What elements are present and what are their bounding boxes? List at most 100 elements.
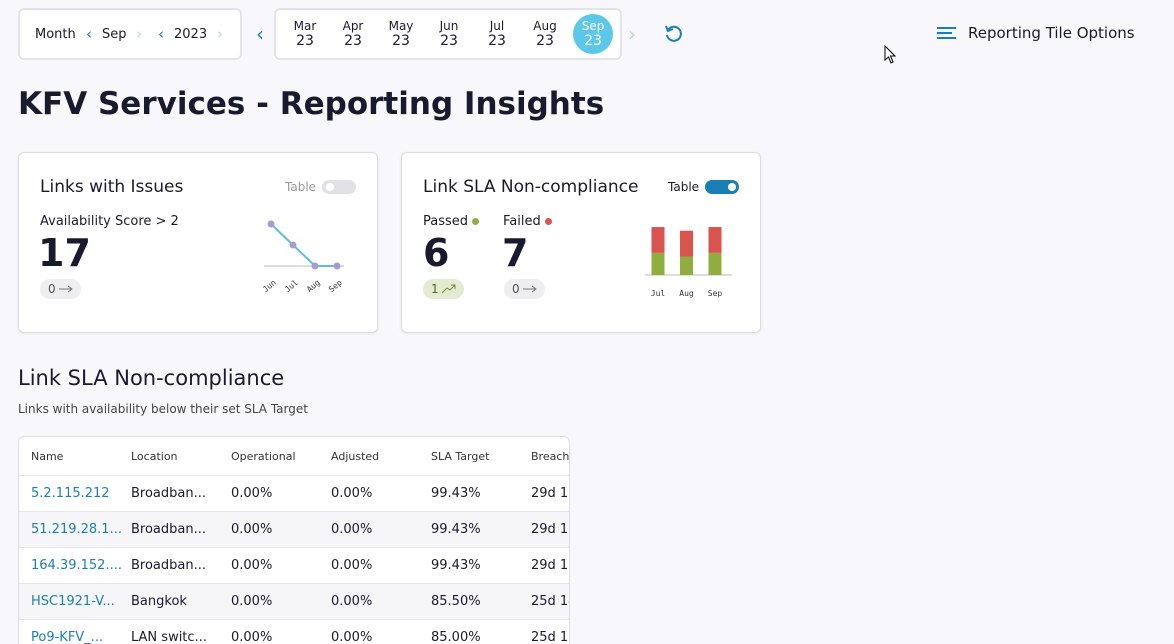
section-title: Link SLA Non-compliance bbox=[18, 366, 285, 390]
prev-month[interactable]: ‹ bbox=[86, 25, 92, 43]
change-pill: 0 bbox=[504, 279, 545, 299]
passed-label: Passed bbox=[423, 214, 480, 229]
point bbox=[333, 262, 341, 270]
toggle-label: Table bbox=[285, 180, 317, 194]
month-option[interactable]: Sep 23 bbox=[573, 14, 613, 54]
change-pill: 1 bbox=[423, 279, 464, 299]
table-cell: 85.50% bbox=[419, 583, 519, 620]
table-cell: 0.00% bbox=[319, 619, 419, 644]
month-option[interactable]: May 23 bbox=[381, 14, 421, 54]
point bbox=[289, 241, 297, 249]
table-row: 51.219.28.1... Broadban... 0.00% 0.00% 99.43… bbox=[19, 511, 569, 548]
strip-next[interactable]: › bbox=[628, 22, 636, 46]
table-row: Po9-KFV_... LAN switc... 0.00% 0.00% 85.00% 2… bbox=[19, 619, 569, 644]
month-name: May bbox=[388, 19, 414, 33]
month-name: Aug bbox=[533, 19, 557, 33]
table-cell: 29d 18 bbox=[519, 547, 569, 584]
reset-arrow bbox=[665, 25, 674, 33]
x-tick-label: Jul bbox=[651, 289, 666, 298]
tile-title: Links with Issues bbox=[40, 177, 184, 197]
tile-sla: Link SLA Non-compliance Table Passed Fai… bbox=[401, 152, 761, 333]
reset-button[interactable] bbox=[664, 24, 684, 44]
stacked-bar-chart: Jul Aug Sep bbox=[645, 227, 732, 298]
link-cell[interactable]: 5.2.115.212 bbox=[19, 475, 119, 512]
line bbox=[270, 223, 337, 267]
metric-label: Availability Score > 2 bbox=[40, 214, 179, 229]
month-option[interactable]: Jun 23 bbox=[429, 14, 469, 54]
passed-text: Passed bbox=[423, 214, 469, 229]
month-year: 23 bbox=[296, 33, 314, 49]
link-cell[interactable]: HSC1921-V... bbox=[19, 583, 119, 620]
table-toggle[interactable] bbox=[322, 180, 356, 194]
table-cell: 99.43% bbox=[419, 475, 519, 512]
table-toggle[interactable] bbox=[705, 180, 739, 194]
table-cell: 25d 11 bbox=[519, 619, 569, 644]
tile-options[interactable]: Reporting Tile Options bbox=[937, 24, 1135, 42]
month-name: Mar bbox=[293, 19, 317, 33]
column-header: Breach bbox=[519, 437, 569, 476]
up-arrow bbox=[441, 284, 456, 294]
mouse-cursor bbox=[884, 45, 897, 64]
month-year: 23 bbox=[536, 33, 554, 49]
next-month[interactable]: › bbox=[136, 25, 142, 43]
column-header: Location bbox=[119, 437, 219, 476]
column-header: Adjusted bbox=[319, 437, 419, 476]
month-year: 23 bbox=[584, 33, 602, 49]
year-value: 2023 bbox=[174, 27, 208, 42]
tile-title: Link SLA Non-compliance bbox=[423, 177, 639, 197]
bar-segment bbox=[708, 227, 722, 253]
table-cell: Broadban... bbox=[119, 547, 219, 584]
month-strip: Mar 23 Apr 23 May 23 Jun 23 Jul 23 Aug 23 Sep 23 bbox=[274, 8, 622, 60]
toggle-label: Table bbox=[668, 180, 700, 194]
point bbox=[311, 262, 319, 270]
table-cell: Broadban... bbox=[119, 475, 219, 512]
link-cell[interactable]: Po9-KFV_... bbox=[19, 619, 119, 644]
table-cell: 0.00% bbox=[219, 547, 319, 584]
failed-label: Failed bbox=[503, 214, 552, 229]
point bbox=[267, 220, 275, 228]
section-subtitle: Links with availability below their set … bbox=[18, 402, 308, 416]
column-header: Name bbox=[19, 437, 119, 476]
month-option[interactable]: Jul 23 bbox=[477, 14, 517, 54]
change-value: 0 bbox=[512, 282, 520, 296]
table-cell: Bangkok bbox=[119, 583, 219, 620]
table-cell: 0.00% bbox=[219, 583, 319, 620]
tile-links-issues: Links with Issues Table Availability Sco… bbox=[18, 152, 378, 333]
table-cell: LAN switc... bbox=[119, 619, 219, 644]
column-header: Operational bbox=[219, 437, 319, 476]
table-container: Name Location Operational Adjusted SLA Targe… bbox=[18, 436, 570, 644]
month-name: Apr bbox=[342, 19, 364, 33]
table-cell: 0.00% bbox=[219, 511, 319, 548]
x-tick-label: Jun bbox=[261, 278, 278, 294]
failed-text: Failed bbox=[503, 214, 541, 229]
menu-icon bbox=[937, 27, 956, 39]
month-name: Jul bbox=[489, 19, 505, 33]
strip-prev[interactable]: ‹ bbox=[256, 22, 264, 46]
failed-value: 7 bbox=[502, 231, 529, 275]
reset-icon bbox=[666, 25, 682, 42]
month-value: Sep bbox=[102, 27, 127, 42]
next-year[interactable]: › bbox=[217, 25, 223, 43]
link-cell[interactable]: 164.39.152.... bbox=[19, 547, 122, 584]
change-value: 1 bbox=[431, 282, 439, 296]
header-row: Name Location Operational Adjusted SLA Targe… bbox=[19, 437, 569, 476]
month-option[interactable]: Apr 23 bbox=[333, 14, 373, 54]
link-cell[interactable]: 51.219.28.1... bbox=[19, 511, 122, 548]
sla-table: Name Location Operational Adjusted SLA Targe… bbox=[19, 437, 569, 644]
bar-segment bbox=[708, 252, 722, 275]
prev-year[interactable]: ‹ bbox=[158, 25, 164, 43]
month-year: 23 bbox=[440, 33, 458, 49]
page-title: KFV Services - Reporting Insights bbox=[18, 86, 605, 122]
table-cell: 0.00% bbox=[319, 475, 419, 512]
table-cell: 99.43% bbox=[419, 511, 519, 548]
bar-segment bbox=[651, 227, 665, 253]
x-tick-label: Jul bbox=[283, 278, 300, 294]
month-option[interactable]: Mar 23 bbox=[285, 14, 325, 54]
table-row: HSC1921-V... Bangkok 0.00% 0.00% 85.50% 25d 1… bbox=[19, 583, 569, 620]
table-cell: Broadban... bbox=[119, 511, 219, 548]
table-cell: 85.00% bbox=[419, 619, 519, 644]
table-cell: 29d 18 bbox=[519, 511, 569, 548]
table-cell: 0.00% bbox=[319, 583, 419, 620]
month-option[interactable]: Aug 23 bbox=[525, 14, 565, 54]
bar-segment bbox=[680, 230, 693, 257]
